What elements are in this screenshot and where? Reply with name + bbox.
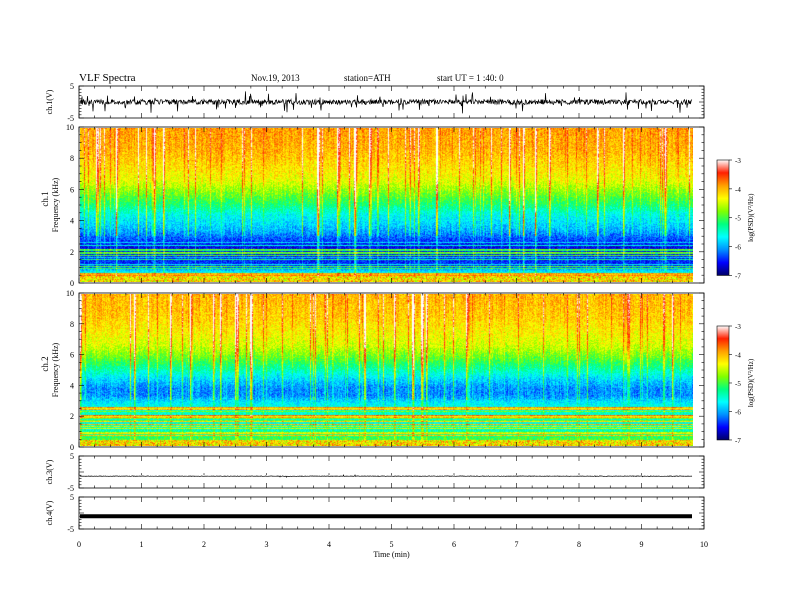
ch4-waveform-ytick-label: 5 bbox=[70, 493, 74, 502]
ch2-spectrogram-colorbar-tick-label: -4 bbox=[735, 351, 741, 359]
ch2-spectrogram-ytick-label: 2 bbox=[70, 412, 74, 421]
ch1-spectrogram-colorbar-tick-label: -4 bbox=[735, 186, 741, 194]
x-tick-label: 1 bbox=[140, 540, 144, 549]
ch2-spectrogram-colorbar-tick-label: -7 bbox=[735, 437, 741, 445]
start-time-label: start UT = 1 :40: 0 bbox=[437, 73, 504, 83]
x-tick-label: 9 bbox=[640, 540, 644, 549]
ch1-spectrogram-ytick-label: 8 bbox=[70, 154, 74, 163]
x-tick-label: 10 bbox=[700, 540, 708, 549]
ch1-waveform-trace bbox=[79, 91, 693, 114]
ch1-spectrogram-colorbar-tick-label: -7 bbox=[735, 272, 741, 280]
ch2-spectrogram-colorbar-tick-label: -3 bbox=[735, 323, 741, 331]
ch1-waveform-ytick-label: -5 bbox=[67, 114, 74, 123]
ch1-waveform-ytick-label: 5 bbox=[70, 82, 74, 91]
ch1-spectrogram-ytick-label: 4 bbox=[70, 217, 74, 226]
x-tick-label: 5 bbox=[390, 540, 394, 549]
ch2-spectrogram-ytick-label: 10 bbox=[66, 289, 74, 298]
ch1-spectrogram-ytick-label: 6 bbox=[70, 185, 74, 194]
x-tick-label: 4 bbox=[327, 540, 331, 549]
x-tick-label: 0 bbox=[77, 540, 81, 549]
ch1-spectrogram-colorbar-label: log(PSD)(V²/Hz) bbox=[747, 193, 755, 242]
ch2-spectrogram-ytick-label: 8 bbox=[70, 320, 74, 329]
x-tick-label: 6 bbox=[452, 540, 456, 549]
ch1-spectrogram-colorbar-tick-label: -3 bbox=[735, 157, 741, 165]
x-tick-label: 2 bbox=[202, 540, 206, 549]
ch3-waveform-ylabel: ch.3(V) bbox=[45, 459, 54, 484]
ch1-spectrogram-colorbar-tick-label: -6 bbox=[735, 244, 741, 252]
ch2-spectrogram-ylabel: Frequency (kHz) bbox=[51, 342, 60, 397]
ch2-spectrogram-ytick-label: 6 bbox=[70, 351, 74, 360]
ch2-spectrogram-heatmap bbox=[80, 294, 693, 446]
ch3-waveform-trace bbox=[79, 474, 693, 478]
ch1-waveform-ylabel: ch.1(V) bbox=[45, 89, 54, 114]
ch1-spectrogram-colorbar-tick-label: -5 bbox=[735, 215, 741, 223]
ch3-waveform-ytick-label: 5 bbox=[70, 452, 74, 461]
ch1-spectrogram-ytick-label: 10 bbox=[66, 123, 74, 132]
ch2-spectrogram-ytick-label: 0 bbox=[70, 443, 74, 452]
ch3-waveform-ytick-label: -5 bbox=[67, 484, 74, 493]
chart-title: VLF Spectra bbox=[79, 72, 136, 84]
ch1-spectrogram-ytick-label: 0 bbox=[70, 279, 74, 288]
ch2-spectrogram-colorbar-tick-label: -5 bbox=[735, 380, 741, 388]
ch2-spectrogram-colorbar-tick-label: -6 bbox=[735, 408, 741, 416]
ch2-spectrogram-ytick-label: 4 bbox=[70, 381, 74, 390]
ch2-spectrogram-colorbar bbox=[716, 325, 730, 441]
x-tick-label: 7 bbox=[515, 540, 519, 549]
station-label: station=ATH bbox=[344, 73, 391, 83]
ch2-spectrogram-channel-label: ch.2 bbox=[40, 356, 50, 371]
x-axis-label: Time (min) bbox=[373, 550, 410, 559]
ch1-spectrogram-ylabel: Frequency (kHz) bbox=[51, 177, 60, 232]
ch4-waveform-ytick-label: -5 bbox=[67, 525, 74, 534]
ch2-spectrogram-colorbar-label: log(PSD)(V²/Hz) bbox=[747, 358, 755, 407]
x-tick-label: 3 bbox=[265, 540, 269, 549]
ch1-spectrogram-ytick-label: 2 bbox=[70, 248, 74, 257]
ch1-spectrogram-heatmap bbox=[80, 128, 693, 282]
x-tick-label: 8 bbox=[577, 540, 581, 549]
ch4-waveform-ylabel: ch.4(V) bbox=[45, 500, 54, 525]
ch1-spectrogram-colorbar bbox=[716, 159, 730, 276]
date-label: Nov.19, 2013 bbox=[251, 73, 300, 83]
ch1-spectrogram-channel-label: ch.1 bbox=[40, 191, 50, 206]
